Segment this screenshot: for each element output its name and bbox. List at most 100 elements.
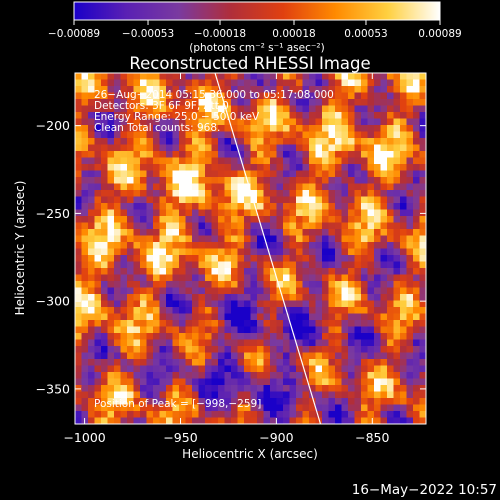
heatmap-cell <box>296 372 304 380</box>
heatmap-cell <box>127 164 135 172</box>
heatmap-cell <box>406 294 414 302</box>
heatmap-cell <box>263 294 271 302</box>
heatmap-cell <box>179 216 187 224</box>
heatmap-cell <box>296 209 304 217</box>
heatmap-cell <box>127 307 135 315</box>
heatmap-cell <box>335 216 343 224</box>
heatmap-cell <box>153 79 161 87</box>
heatmap-cell <box>153 112 161 120</box>
heatmap-cell <box>348 320 356 328</box>
heatmap-cell <box>419 73 426 81</box>
heatmap-cell <box>231 216 239 224</box>
heatmap-cell <box>81 125 89 133</box>
heatmap-cell <box>393 86 401 94</box>
heatmap-cell <box>198 326 206 334</box>
heatmap-cell <box>101 203 109 211</box>
heatmap-cell <box>166 144 174 152</box>
heatmap-cell <box>328 359 336 367</box>
heatmap-cell <box>192 417 200 424</box>
heatmap-cell <box>361 242 369 250</box>
heatmap-cell <box>348 157 356 165</box>
heatmap-cell <box>380 333 388 341</box>
heatmap-cell <box>244 378 252 386</box>
heatmap-cell <box>302 398 310 406</box>
heatmap-cell <box>335 92 343 100</box>
heatmap-cell <box>263 391 271 399</box>
heatmap-cell <box>361 248 369 256</box>
heatmap-cell <box>172 378 180 386</box>
heatmap-cell <box>270 274 278 282</box>
heatmap-cell <box>413 404 421 412</box>
heatmap-cell <box>296 320 304 328</box>
heatmap-cell <box>179 372 187 380</box>
heatmap-cell <box>387 274 395 282</box>
heatmap-cell <box>257 339 265 347</box>
heatmap-cell <box>75 118 83 126</box>
heatmap-cell <box>302 391 310 399</box>
heatmap-cell <box>120 417 128 424</box>
heatmap-cell <box>354 242 362 250</box>
heatmap-cell <box>185 346 193 354</box>
heatmap-cell <box>296 300 304 308</box>
heatmap-cell <box>289 151 297 159</box>
heatmap-cell <box>250 359 258 367</box>
heatmap-cell <box>387 307 395 315</box>
heatmap-cell <box>387 326 395 334</box>
heatmap-cell <box>185 365 193 373</box>
heatmap-cell <box>166 157 174 165</box>
heatmap-cell <box>107 144 115 152</box>
heatmap-cell <box>257 417 265 424</box>
heatmap-cell <box>179 92 187 100</box>
heatmap-cell <box>140 268 148 276</box>
heatmap-cell <box>335 118 343 126</box>
heatmap-cell <box>231 346 239 354</box>
heatmap-cell <box>406 99 414 107</box>
heatmap-cell <box>393 222 401 230</box>
heatmap-cell <box>328 131 336 139</box>
heatmap-cell <box>192 190 200 198</box>
heatmap-cell <box>322 281 330 289</box>
heatmap-cell <box>172 411 180 419</box>
heatmap-cell <box>140 300 148 308</box>
heatmap-cell <box>237 125 245 133</box>
heatmap-cell <box>146 177 154 185</box>
heatmap-cell <box>315 242 323 250</box>
heatmap-cell <box>127 313 135 321</box>
heatmap-cell <box>276 365 284 373</box>
heatmap-cell <box>257 391 265 399</box>
heatmap-cell <box>322 398 330 406</box>
heatmap-cell <box>231 378 239 386</box>
heatmap-cell <box>289 268 297 276</box>
heatmap-cell <box>166 352 174 360</box>
heatmap-cell <box>127 105 135 113</box>
heatmap-cell <box>146 125 154 133</box>
heatmap-cell <box>94 235 102 243</box>
heatmap-cell <box>75 144 83 152</box>
heatmap-cell <box>211 281 219 289</box>
heatmap-cell <box>179 326 187 334</box>
heatmap-cell <box>153 411 161 419</box>
heatmap-cell <box>218 248 226 256</box>
heatmap-cell <box>140 417 148 424</box>
heatmap-cell <box>114 378 122 386</box>
heatmap-cell <box>302 300 310 308</box>
heatmap-cell <box>341 118 349 126</box>
heatmap-cell <box>367 222 375 230</box>
heatmap-cell <box>179 125 187 133</box>
heatmap-cell <box>374 300 382 308</box>
heatmap-cell <box>127 79 135 87</box>
heatmap-cell <box>140 313 148 321</box>
heatmap-cell <box>413 261 421 269</box>
heatmap-cell <box>328 229 336 237</box>
heatmap-cell <box>302 404 310 412</box>
heatmap-cell <box>211 79 219 87</box>
heatmap-cell <box>231 320 239 328</box>
heatmap-cell <box>354 313 362 321</box>
heatmap-cell <box>419 86 426 94</box>
heatmap-cell <box>179 99 187 107</box>
heatmap-cell <box>341 164 349 172</box>
heatmap-cell <box>133 398 141 406</box>
heatmap-cell <box>179 235 187 243</box>
heatmap-cell <box>361 404 369 412</box>
